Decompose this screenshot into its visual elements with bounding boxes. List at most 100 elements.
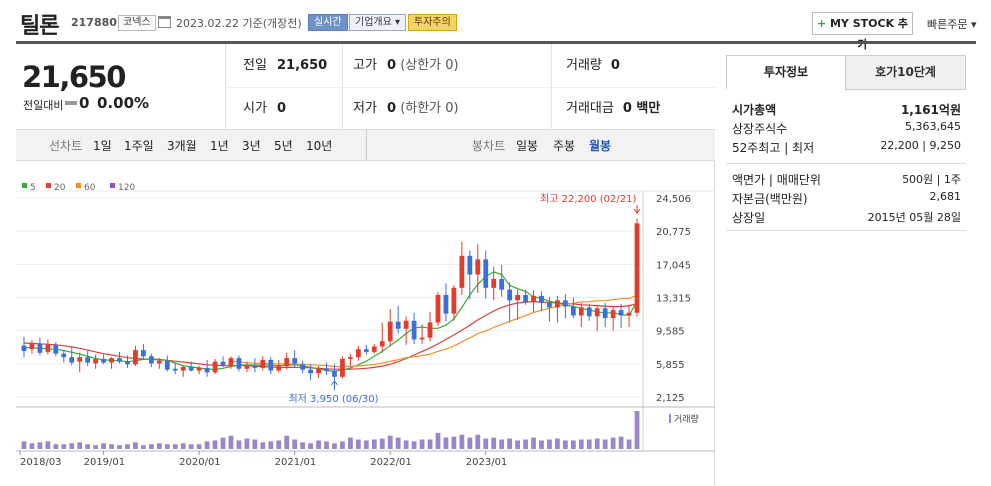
stock-chart: 24,506 20,775 17,045 13,315 9,585 5,855 2,125 5… xyxy=(16,161,715,486)
candle-body xyxy=(475,259,481,275)
x-tick-label: 2023/01 xyxy=(466,457,508,468)
candle-body xyxy=(395,321,401,329)
candle-body xyxy=(133,350,138,365)
volume-bar xyxy=(69,443,75,449)
candle-body xyxy=(308,369,313,374)
low-arrow-icon xyxy=(331,380,338,390)
volume-bar xyxy=(435,432,441,449)
amount-value: 0 백만 xyxy=(622,101,661,116)
company-overview-dropdown[interactable]: 기업개요 ▾ xyxy=(349,14,406,31)
chart-period-bar: 선차트 1일 1주일 3개월 1년 3년 5년 10년 봉차트 일봉 주봉 월봉 xyxy=(16,130,715,161)
candle-body xyxy=(610,310,616,319)
volume-bar xyxy=(85,444,91,449)
candle-body xyxy=(125,361,130,365)
tab-investment-info[interactable]: 투자정보 xyxy=(726,55,846,90)
ma5-line xyxy=(23,271,638,373)
volume-bar xyxy=(419,439,425,449)
base-date: 2023.02.22 기준(개장전) xyxy=(176,17,302,30)
candle-body xyxy=(284,358,290,367)
candle-body xyxy=(427,322,433,338)
volume-bar xyxy=(499,439,505,449)
volume-bar xyxy=(578,439,584,449)
volume-bar xyxy=(547,439,552,449)
volume-legend-label: 거래량 xyxy=(674,413,699,425)
stock-header: 틸론 217880 코넥스 2023.02.22 기준(개장전) 실시간 기업개… xyxy=(0,0,991,51)
plus-icon: + xyxy=(816,17,827,30)
candle-body xyxy=(156,360,162,364)
volume-bar xyxy=(316,440,321,449)
tab-orderbook[interactable]: 호가10단계 xyxy=(845,55,966,90)
candle-chart-label: 봉차트 xyxy=(472,139,506,153)
high-arrow-icon xyxy=(633,205,641,214)
candle-body xyxy=(348,357,353,359)
candle-body xyxy=(196,367,202,371)
volume-bar xyxy=(403,440,409,449)
candle-body xyxy=(594,308,600,317)
volume-bar xyxy=(148,444,154,449)
price-summary: 21,650 전일대비 0 0.00% xyxy=(16,44,226,130)
period-1w[interactable]: 1주일 xyxy=(124,139,154,153)
candle-body xyxy=(69,357,75,363)
period-5y[interactable]: 5년 xyxy=(274,139,293,153)
x-tick-label: 2021/01 xyxy=(275,457,317,468)
shares-row: 상장주식수 5,363,645 xyxy=(726,119,966,137)
candle-monthly[interactable]: 월봉 xyxy=(589,139,612,153)
candle-weekly[interactable]: 주봉 xyxy=(553,139,576,153)
candle-body xyxy=(148,356,154,364)
ma20-line xyxy=(23,300,638,370)
change-percent: 0.00% xyxy=(97,94,150,112)
candle-body xyxy=(355,349,361,358)
candle-body xyxy=(523,294,528,303)
y-tick-label: 9,585 xyxy=(656,327,685,338)
candle-body xyxy=(172,368,178,371)
par-label: 액면가 | 매매단위 xyxy=(732,173,821,187)
shares-value: 5,363,645 xyxy=(905,120,961,133)
fast-order-button[interactable]: 빠른주문 ▾ xyxy=(927,18,977,31)
candle-body xyxy=(37,343,43,353)
period-1y[interactable]: 1년 xyxy=(210,139,229,153)
volume-bar xyxy=(45,441,51,449)
candle-body xyxy=(85,357,91,363)
market-cap-value: 1,161억원 xyxy=(900,103,961,117)
volume-bar xyxy=(204,441,210,449)
candle-body xyxy=(244,366,250,369)
volume-label: 거래량 xyxy=(566,58,602,73)
header-divider xyxy=(16,41,976,44)
candle-daily[interactable]: 일봉 xyxy=(516,139,539,153)
y-tick-label: 13,315 xyxy=(656,294,691,305)
candle-body xyxy=(292,358,298,364)
volume-bar xyxy=(244,438,250,449)
candle-body xyxy=(451,287,457,314)
period-3y[interactable]: 3년 xyxy=(242,139,261,153)
volume-value: 0 xyxy=(610,58,620,73)
volume-bar xyxy=(220,437,226,449)
volume-bar xyxy=(395,437,401,449)
candle-body xyxy=(45,344,51,352)
volume-bar xyxy=(196,444,202,449)
volume-bar xyxy=(133,442,138,449)
week52-row: 52주최고 | 최저 22,200 | 9,250 xyxy=(726,138,966,156)
y-tick-label: 2,125 xyxy=(656,393,685,404)
realtime-button[interactable]: 실시간 xyxy=(308,14,348,31)
legend-label: 20 xyxy=(54,183,66,193)
open-value: 0 xyxy=(277,101,287,116)
candle-body xyxy=(109,358,114,363)
volume-bar xyxy=(260,442,266,449)
add-my-stock-button[interactable]: + MY STOCK 추가 xyxy=(812,12,913,51)
week52-label: 52주최고 | 최저 xyxy=(732,141,815,155)
candle-body xyxy=(300,364,306,370)
volume-bar xyxy=(61,444,67,449)
volume-bar xyxy=(483,438,489,449)
period-1d[interactable]: 1일 xyxy=(93,139,112,153)
volume-bar xyxy=(602,439,608,449)
period-10y[interactable]: 10년 xyxy=(306,139,333,153)
x-tick-label: 2020/01 xyxy=(179,457,221,468)
low-cell: 저가 0 (하한가 0) xyxy=(353,87,459,130)
candle-body xyxy=(204,367,210,373)
volume-bar xyxy=(634,411,640,449)
volume-bar xyxy=(586,439,592,449)
candle-body xyxy=(419,337,425,340)
candle-body xyxy=(539,295,544,303)
volume-bar xyxy=(531,437,536,449)
period-3m[interactable]: 3개월 xyxy=(167,139,197,153)
